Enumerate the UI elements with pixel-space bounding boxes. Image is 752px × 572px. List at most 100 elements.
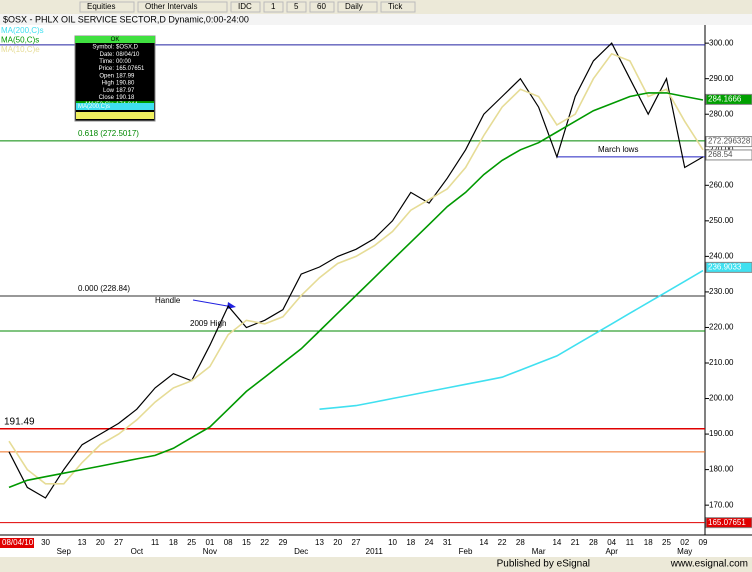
y-tick-label: 240.00 xyxy=(709,251,734,260)
month-label: Mar xyxy=(532,547,546,556)
y-tick-label: 210.00 xyxy=(709,358,734,367)
axis-value-box xyxy=(705,136,752,148)
legend-entry: MA(10,C)e xyxy=(1,45,40,54)
footer-text: Published by eSignal xyxy=(497,559,590,570)
series-line xyxy=(8,42,704,499)
x-tick-label: 22 xyxy=(498,538,507,547)
data-window-value: 190.18 xyxy=(116,95,135,101)
x-tick-label: 10 xyxy=(388,538,397,547)
x-tick-label: 08 xyxy=(224,538,233,547)
x-tick-label: 13 xyxy=(78,538,87,547)
x-tick-label: 20 xyxy=(333,538,342,547)
x-tick-label: 25 xyxy=(662,538,671,547)
x-tick-label: 21 xyxy=(571,538,580,547)
cursor-date-box xyxy=(0,538,34,548)
y-tick-label: 300.00 xyxy=(709,38,734,47)
toolbar-button[interactable] xyxy=(337,1,378,13)
data-window-value: 187.99 xyxy=(116,73,135,79)
series-line xyxy=(319,269,704,410)
y-tick-label: 290.00 xyxy=(709,74,734,83)
data-window-ma200-row xyxy=(76,103,154,110)
data-window-ma200-key: MA(200,C)s xyxy=(78,104,110,110)
x-tick-label: 29 xyxy=(278,538,287,547)
toolbar-button[interactable] xyxy=(309,1,335,13)
data-window-key: High xyxy=(102,81,114,87)
x-tick-label: 31 xyxy=(443,538,452,547)
month-label: Dec xyxy=(294,547,308,556)
y-tick-label: 180.00 xyxy=(709,465,734,474)
axis-value-label: 284.1666 xyxy=(708,95,742,104)
x-tick-label: 24 xyxy=(425,538,434,547)
series-line xyxy=(8,52,704,485)
x-tick-label: 22 xyxy=(260,538,269,547)
legend-entry: MA(50,C)s xyxy=(1,36,39,45)
month-label: Nov xyxy=(203,547,217,556)
level-label: 0.618 (272.5017) xyxy=(78,129,139,138)
toolbar-button[interactable] xyxy=(230,1,261,13)
x-tick-label: 28 xyxy=(589,538,598,547)
toolbar-button-label: 1 xyxy=(271,2,276,11)
x-tick-label: 18 xyxy=(406,538,415,547)
x-tick-label: 01 xyxy=(205,538,214,547)
toolbar-button-label: Daily xyxy=(345,2,363,11)
axis-value-box xyxy=(705,517,752,529)
handle-arrow xyxy=(192,299,234,308)
y-tick-label: 170.00 xyxy=(709,500,734,509)
y-tick-label: 230.00 xyxy=(709,287,734,296)
x-tick-label: 30 xyxy=(41,538,50,547)
toolbar-button[interactable] xyxy=(79,1,135,13)
x-tick-label: 25 xyxy=(187,538,196,547)
series-line xyxy=(8,92,704,489)
data-window-ma10-row xyxy=(76,112,154,119)
toolbar-button-label: 60 xyxy=(317,2,326,11)
x-tick-label: 18 xyxy=(644,538,653,547)
x-tick-label: 15 xyxy=(242,538,251,547)
toolbar-button-label: IDC xyxy=(238,2,252,11)
x-tick-label: 09 xyxy=(699,538,708,547)
x-tick-label: 27 xyxy=(352,538,361,547)
x-tick-label: 11 xyxy=(626,538,635,547)
y-tick-label: 190.00 xyxy=(709,429,734,438)
data-window-value: $OSX,D xyxy=(116,45,139,51)
toolbar-button-label: 5 xyxy=(294,2,299,11)
y-tick-label: 200.00 xyxy=(709,394,734,403)
x-tick-label: 14 xyxy=(479,538,488,547)
data-window-key: Close xyxy=(99,95,115,101)
legend-entry: MA(200,C)s xyxy=(1,26,44,35)
data-window-key: Time: xyxy=(99,59,114,65)
data-window-key: Date: xyxy=(100,52,115,58)
toolbar-button[interactable] xyxy=(137,1,228,13)
y-tick-label: 250.00 xyxy=(709,216,734,225)
footer-url: www.esignal.com xyxy=(670,559,748,570)
x-tick-label: 18 xyxy=(169,538,178,547)
axis-value-box xyxy=(705,149,752,161)
data-window-key: Symbol: xyxy=(92,45,114,51)
x-tick-label: 11 xyxy=(151,538,160,547)
y-tick-label: 280.00 xyxy=(709,109,734,118)
level-label: March lows xyxy=(598,145,638,154)
toolbar-button[interactable] xyxy=(263,1,284,13)
annotation: Handle xyxy=(155,296,181,305)
toolbar-button[interactable] xyxy=(380,1,416,13)
toolbar-button-label: Tick xyxy=(388,2,403,11)
month-label: May xyxy=(677,547,692,556)
toolbar-button[interactable] xyxy=(286,1,307,13)
level-label: 2009 High xyxy=(190,319,226,328)
data-window-header-text: OK xyxy=(111,37,120,43)
x-tick-label: 27 xyxy=(114,538,123,547)
footer xyxy=(0,557,752,572)
month-label: Feb xyxy=(459,547,473,556)
data-window-header xyxy=(75,36,155,43)
y-tick-label: 270.00 xyxy=(709,145,734,154)
level-label: 191.49 xyxy=(4,416,35,427)
x-tick-label: 02 xyxy=(680,538,689,547)
axis-value-label: 165.07651 xyxy=(708,518,746,527)
x-tick-label: 14 xyxy=(552,538,561,547)
data-window-value: 00:00 xyxy=(116,59,132,65)
data-window-value: 190.80 xyxy=(116,81,135,87)
x-tick-label: 20 xyxy=(96,538,105,547)
data-window-value: 08/04/10 xyxy=(116,52,140,58)
axis-value-label: 236.9033 xyxy=(708,262,742,271)
data-window-value: 187.97 xyxy=(116,88,135,94)
